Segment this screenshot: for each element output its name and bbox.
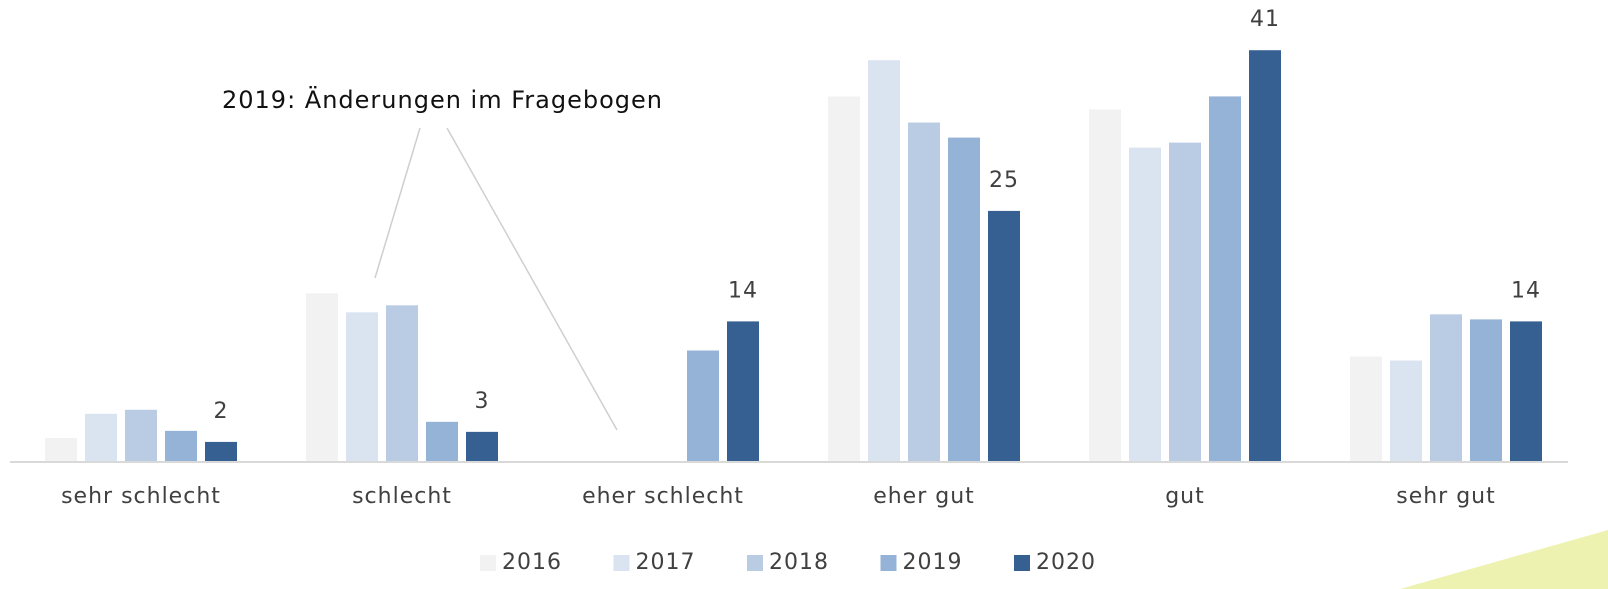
bar: [1510, 321, 1542, 462]
x-tick-label: gut: [1165, 484, 1205, 509]
bar: [165, 430, 197, 462]
bar: [908, 122, 940, 463]
x-tick-label: sehr schlecht: [61, 484, 221, 509]
x-tick-label: eher gut: [873, 484, 975, 509]
bar: [426, 421, 458, 462]
bar: [386, 305, 418, 462]
bar: [466, 431, 498, 462]
data-label: 14: [1511, 278, 1541, 303]
bar: [1470, 319, 1502, 462]
legend-swatch: [1014, 555, 1030, 571]
legend-swatch: [747, 555, 763, 571]
bar: [988, 210, 1020, 462]
legend-swatch: [880, 555, 897, 571]
x-tick-label: sehr gut: [1396, 484, 1496, 509]
bar: [1430, 314, 1462, 462]
bar: [828, 96, 860, 462]
legend-swatch: [613, 555, 630, 571]
bar: [1129, 147, 1161, 462]
x-tick-label: eher schlecht: [582, 484, 744, 509]
bar: [45, 437, 77, 462]
data-label: 41: [1250, 7, 1280, 32]
data-label: 25: [989, 168, 1019, 193]
legend-label: 2018: [769, 550, 829, 575]
bar: [306, 293, 338, 462]
bar: [1390, 360, 1422, 462]
bar: [205, 441, 237, 462]
bar: [85, 413, 117, 462]
annotation-line: [446, 127, 618, 431]
decoration: [1400, 530, 1608, 589]
annotation: 2019: Änderungen im Fragebogen: [222, 85, 663, 114]
bar: [1249, 50, 1281, 462]
bar: [868, 60, 900, 463]
legend-label: 2020: [1036, 550, 1096, 575]
bar: [125, 409, 157, 462]
legend-label: 2019: [903, 550, 963, 575]
bar: [1169, 142, 1201, 463]
bar: [1209, 96, 1241, 462]
annotation-line: [374, 127, 421, 279]
legend-swatch: [480, 555, 496, 571]
x-tick-label: schlecht: [352, 484, 452, 509]
bar: [1089, 109, 1121, 463]
legend-label: 2017: [636, 550, 696, 575]
data-label: 3: [475, 389, 490, 414]
bar: [346, 312, 378, 462]
legend-label: 2016: [502, 550, 562, 575]
bar: [727, 321, 759, 462]
bar: [948, 137, 980, 463]
bar: [1350, 356, 1382, 462]
bar: [687, 350, 719, 462]
data-label: 14: [728, 278, 758, 303]
data-label: 2: [214, 399, 229, 424]
